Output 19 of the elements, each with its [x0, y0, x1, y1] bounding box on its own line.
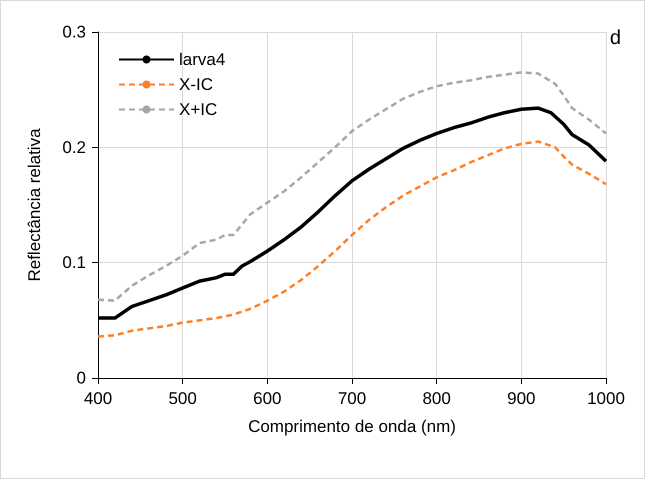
x-tick-label: 500 [168, 389, 197, 408]
y-tick-label: 0.1 [62, 253, 86, 272]
y-tick-label: 0.2 [62, 138, 86, 157]
legend-label: X+IC [179, 100, 218, 119]
line-series [96, 140, 608, 338]
x-tick-label: 700 [338, 389, 366, 408]
x-tick-label: 900 [507, 389, 536, 408]
legend-label: X-IC [179, 75, 213, 94]
x-tick-label: 1000 [587, 389, 625, 408]
x-tick-label: 400 [84, 389, 112, 408]
x-tick-label: 600 [253, 389, 282, 408]
y-tick-label: 0.3 [62, 22, 86, 42]
legend-label: larva4 [179, 50, 226, 69]
text: d [610, 27, 621, 49]
x-axis-title: Comprimento de onda (nm) [248, 417, 456, 436]
line-series [96, 71, 608, 302]
x-tick-label: 800 [422, 389, 451, 408]
y-axis-title: Reflectância relativa [25, 128, 44, 282]
y-tick-label: 0 [76, 368, 86, 388]
